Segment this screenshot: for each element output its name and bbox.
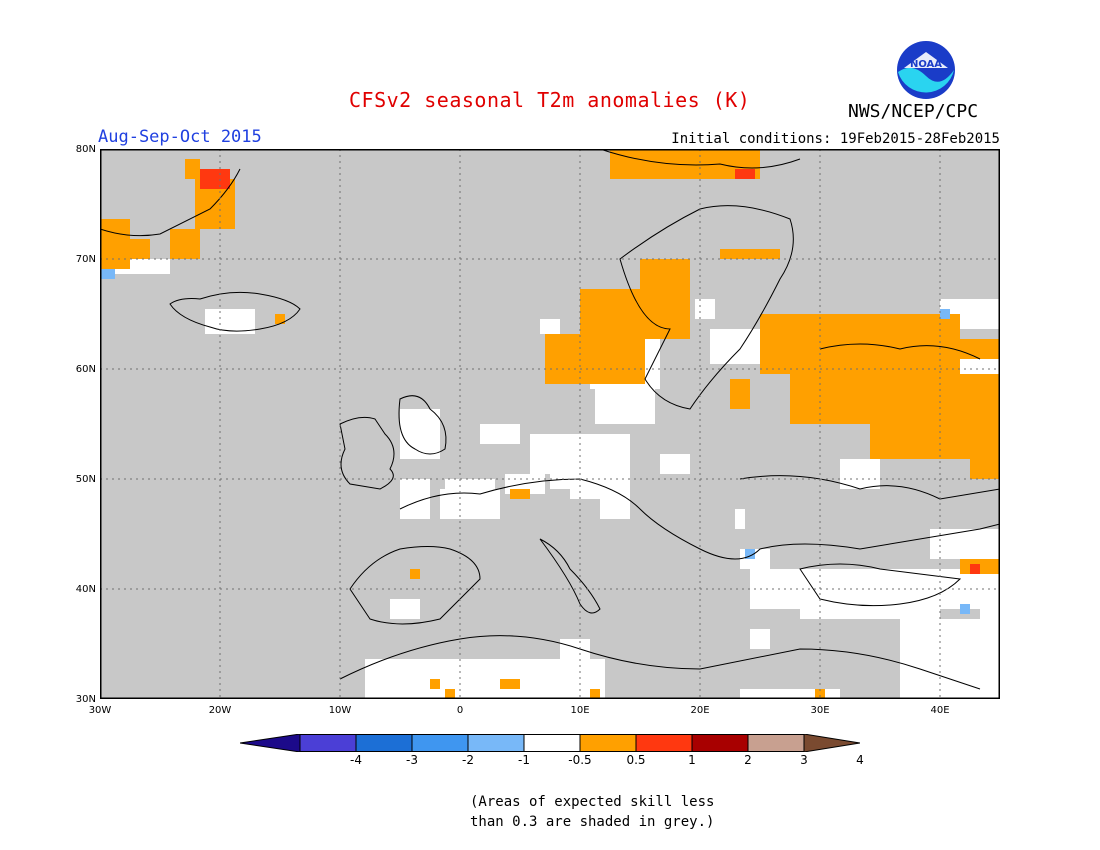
skill-note-line-2: than 0.3 are shaded in grey.) xyxy=(470,814,715,830)
lon-label-20w: 20W xyxy=(208,705,232,716)
colorbar-box xyxy=(635,734,693,752)
skill-note-line-1: (Areas of expected skill less xyxy=(470,794,715,810)
map-frame xyxy=(100,149,1000,699)
colorbar-label: 2 xyxy=(744,753,752,767)
colorbar-label: 0.5 xyxy=(626,753,646,767)
colorbar-label: -3 xyxy=(406,753,418,767)
colorbar-box xyxy=(355,734,413,752)
colorbar-label: -0.5 xyxy=(568,753,592,767)
chart-title: CFSv2 seasonal T2m anomalies (K) xyxy=(349,88,751,112)
lat-label-60n: 60N xyxy=(75,364,96,375)
colorbar-max-arrow xyxy=(803,734,860,752)
lat-label-70n: 70N xyxy=(75,254,96,265)
colorbar-min-arrow xyxy=(240,734,301,752)
lon-label-10e: 10E xyxy=(570,705,590,716)
lat-label-80n: 80N xyxy=(75,144,96,155)
colorbar-box xyxy=(411,734,469,752)
lat-label-40n: 40N xyxy=(75,584,96,595)
anomaly-map xyxy=(100,149,1000,699)
colorbar-box xyxy=(691,734,749,752)
colorbar-label: -2 xyxy=(462,753,474,767)
lat-label-50n: 50N xyxy=(75,474,96,485)
agency-label: NWS/NCEP/CPC xyxy=(848,101,979,122)
lon-label-0: 0 xyxy=(456,705,464,716)
lon-label-40e: 40E xyxy=(930,705,950,716)
graticule xyxy=(100,149,1000,699)
colorbar-box xyxy=(467,734,525,752)
logo-text: NOAA xyxy=(910,59,942,70)
colorbar-label: -1 xyxy=(518,753,530,767)
colorbar-label: -4 xyxy=(350,753,362,767)
lon-label-20e: 20E xyxy=(690,705,710,716)
colorbar-label: 4 xyxy=(856,753,864,767)
colorbar-box xyxy=(579,734,637,752)
strong-warm-anomaly-areas xyxy=(200,169,980,574)
cool-anomaly-areas xyxy=(100,269,970,614)
colorbar-label: 3 xyxy=(800,753,808,767)
lon-label-30w: 30W xyxy=(88,705,112,716)
noaa-logo-icon: NOAA xyxy=(897,41,955,99)
colorbar xyxy=(240,734,860,752)
forecast-period: Aug-Sep-Oct 2015 xyxy=(98,127,262,147)
colorbar-box xyxy=(299,734,357,752)
skill-note: (Areas of expected skill less than 0.3 a… xyxy=(470,792,714,832)
initial-conditions: Initial conditions: 19Feb2015-28Feb2015 xyxy=(671,131,1000,147)
lon-label-30e: 30E xyxy=(810,705,830,716)
colorbar-box xyxy=(523,734,581,752)
lon-label-10w: 10W xyxy=(328,705,352,716)
coastlines xyxy=(100,149,1000,690)
warm-anomaly-areas xyxy=(100,149,1000,699)
lat-label-30n: 30N xyxy=(75,694,96,705)
colorbar-box xyxy=(747,734,805,752)
colorbar-label: 1 xyxy=(688,753,696,767)
